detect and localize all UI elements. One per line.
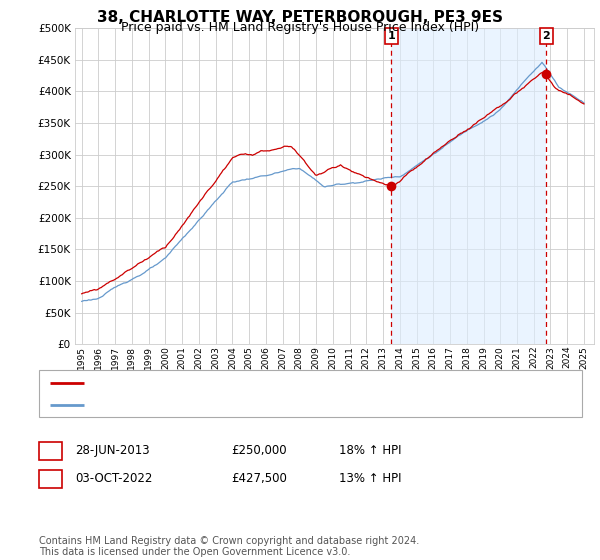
Text: 1: 1 — [46, 444, 55, 458]
Text: 38, CHARLOTTE WAY, PETERBOROUGH, PE3 9ES (detached house): 38, CHARLOTTE WAY, PETERBOROUGH, PE3 9ES… — [90, 378, 459, 388]
Text: £427,500: £427,500 — [231, 472, 287, 486]
Text: 2: 2 — [542, 31, 550, 41]
Text: 03-OCT-2022: 03-OCT-2022 — [75, 472, 152, 486]
Text: 2: 2 — [46, 472, 55, 486]
Text: £250,000: £250,000 — [231, 444, 287, 458]
Text: 28-JUN-2013: 28-JUN-2013 — [75, 444, 149, 458]
Bar — [391, 28, 546, 344]
Text: 38, CHARLOTTE WAY, PETERBOROUGH, PE3 9ES: 38, CHARLOTTE WAY, PETERBOROUGH, PE3 9ES — [97, 10, 503, 25]
Text: HPI: Average price, detached house, City of Peterborough: HPI: Average price, detached house, City… — [90, 400, 412, 410]
Text: 13% ↑ HPI: 13% ↑ HPI — [339, 472, 401, 486]
Text: Price paid vs. HM Land Registry's House Price Index (HPI): Price paid vs. HM Land Registry's House … — [121, 21, 479, 34]
Text: 18% ↑ HPI: 18% ↑ HPI — [339, 444, 401, 458]
Text: Contains HM Land Registry data © Crown copyright and database right 2024.
This d: Contains HM Land Registry data © Crown c… — [39, 535, 419, 557]
Text: 1: 1 — [388, 31, 395, 41]
